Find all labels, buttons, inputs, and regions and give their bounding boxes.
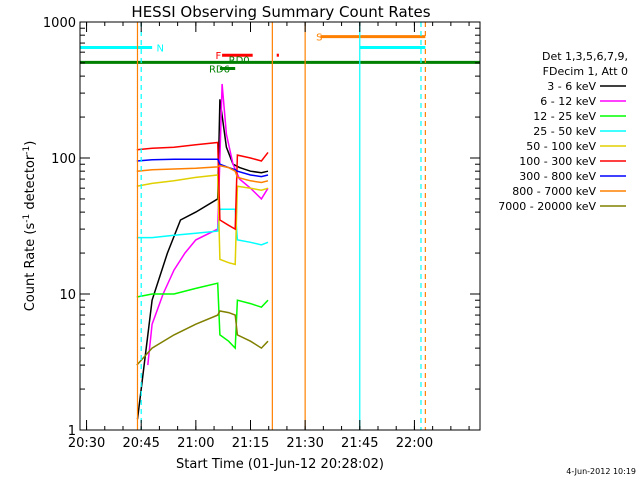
x-tick-label: 22:00	[396, 436, 433, 451]
legend-header: FDecim 1, Att 0	[543, 65, 628, 78]
x-tick-label: 21:30	[286, 436, 323, 451]
series-line	[136, 282, 269, 350]
series-line	[136, 164, 269, 184]
chart-title: HESSI Observing Summary Count Rates	[131, 3, 430, 21]
flag-label: S	[316, 33, 322, 44]
vlines-layer	[136, 22, 426, 430]
flags-layer: NFRD0RD6S	[80, 33, 480, 76]
plot-frame	[79, 21, 481, 431]
series-line	[136, 141, 269, 231]
x-tick-label: 21:00	[177, 436, 214, 451]
data-series-layer	[136, 83, 269, 420]
series-line	[136, 310, 269, 366]
legend-entry-label: 3 - 6 keV	[547, 80, 596, 93]
legend-entry-label: 300 - 800 keV	[519, 170, 596, 183]
legend-entry-label: 7000 - 20000 keV	[498, 200, 596, 213]
series-line	[136, 208, 269, 246]
y-axis: 1 10 100 1000	[43, 16, 480, 439]
x-axis: 20:30 20:45 21:00 21:15 21:30 21:45 22:00	[68, 22, 470, 451]
y-tick-label: 10	[59, 288, 76, 303]
series-line	[147, 83, 269, 366]
flag-label: N	[157, 43, 164, 54]
legend-entry-label: 50 - 100 keV	[526, 140, 596, 153]
y-tick-label: 1	[68, 424, 76, 439]
y-tick-label: 100	[51, 152, 76, 167]
x-axis-label: Start Time (01-Jun-12 20:28:02)	[176, 457, 384, 472]
legend-entry-label: 800 - 7000 keV	[512, 185, 596, 198]
series-line	[136, 99, 269, 420]
y-tick-label: 1000	[43, 16, 76, 31]
legend-entry-label: 6 - 12 keV	[540, 95, 596, 108]
x-tick-label: 21:45	[341, 436, 378, 451]
legend-entry-label: 25 - 50 keV	[533, 125, 596, 138]
flag-label: RD6	[209, 65, 230, 76]
legend-header: Det 1,3,5,6,7,9,	[542, 50, 628, 63]
legend-entry-label: 100 - 300 keV	[519, 155, 596, 168]
x-tick-label: 20:45	[122, 436, 159, 451]
legend-entry-label: 12 - 25 keV	[533, 110, 596, 123]
flag-label: F	[216, 51, 222, 62]
date-stamp: 4-Jun-2012 10:19	[566, 467, 636, 476]
series-line	[136, 174, 269, 266]
y-axis-label: Count Rate (s-1 detector-1)	[22, 141, 38, 312]
x-tick-label: 20:30	[68, 436, 105, 451]
legend: Det 1,3,5,6,7,9, FDecim 1, Att 0 3 - 6 keV…	[498, 50, 628, 213]
x-tick-label: 21:15	[232, 436, 269, 451]
